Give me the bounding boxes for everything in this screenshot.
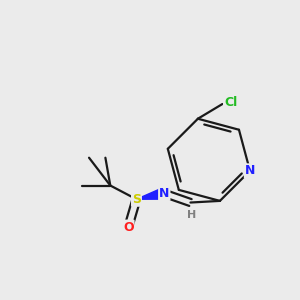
- Polygon shape: [136, 188, 166, 199]
- Text: N: N: [245, 164, 255, 177]
- Text: Cl: Cl: [224, 96, 237, 109]
- Text: H: H: [188, 210, 197, 220]
- Text: O: O: [123, 220, 134, 234]
- Text: S: S: [132, 193, 141, 206]
- Text: N: N: [159, 187, 169, 200]
